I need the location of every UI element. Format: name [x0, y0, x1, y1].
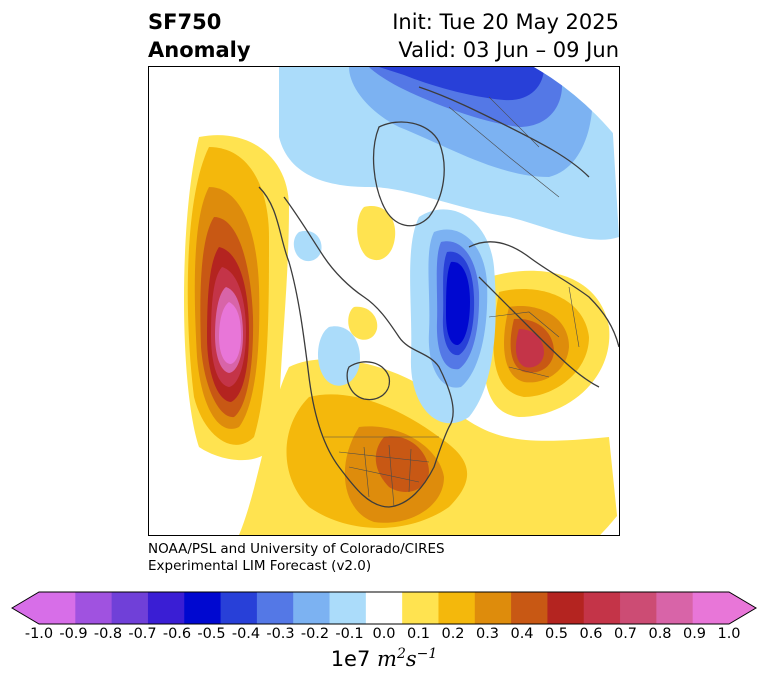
colorbar-tick-label: -0.6: [162, 626, 192, 642]
colorbar-tick-label: 0.9: [682, 626, 707, 642]
colorbar-swatch: [39, 592, 76, 624]
colorbar-tick-label: 0.6: [579, 626, 603, 642]
variable-title: SF750: [148, 10, 222, 34]
siberia-coast: [418, 86, 590, 178]
credit-block: NOAA/PSL and University of Colorado/CIRE…: [148, 541, 445, 575]
positive-anomaly-canada: [348, 306, 378, 340]
colorbar-tick-label: -1.0: [24, 626, 54, 642]
colorbar-tick-label: 0.3: [475, 626, 500, 642]
credit-line-1: NOAA/PSL and University of Colorado/CIRE…: [148, 541, 445, 557]
colorbar-swatch: [474, 592, 512, 624]
colorbar-swatch: [692, 592, 730, 624]
colorbar-swatch: [620, 592, 657, 624]
colorbar-tick-label: 1.0: [717, 626, 741, 642]
greenland-coast: [372, 121, 445, 227]
title-block: SF750 Anomaly: [148, 8, 251, 64]
colorbar-tick-labels: -1.0 -0.9 -0.8 -0.7 -0.6 -0.5 -0.4 -0.3 -0.2 -0.1…: [0, 626, 768, 646]
colorbar-swatch: [656, 592, 694, 624]
colorbar-tick-label: 0.2: [441, 626, 465, 642]
units-s-exp: −1: [416, 646, 438, 662]
colorbar-tick-label: -0.1: [335, 626, 364, 642]
units-s: s: [405, 647, 417, 671]
eurasia-coast: [468, 241, 619, 388]
colorbar-right-extension: [729, 592, 756, 624]
colorbar-tick-label: -0.5: [197, 626, 226, 642]
colorbar-left-extension: [12, 592, 39, 624]
anomaly-subtitle: Anomaly: [148, 38, 251, 62]
colorbar-swatch: [365, 592, 403, 624]
colorbar-tick-label: 0.8: [648, 626, 672, 642]
units-base: 1e7: [330, 647, 371, 671]
date-block: Init: Tue 20 May 2025 Valid: 03 Jun – 09…: [392, 8, 619, 64]
colorbar-swatch: [583, 592, 621, 624]
colorbar-swatch: [111, 592, 149, 624]
colorbar-tick-label: -0.8: [93, 626, 123, 642]
negative-anomaly-atlantic-5: [446, 261, 470, 346]
colorbar-swatch: [220, 592, 258, 624]
europe-borders: [488, 286, 580, 378]
contour-fills: [184, 67, 619, 535]
coastlines: [258, 86, 619, 508]
colorbar-swatch: [402, 592, 439, 624]
colorbar-swatch: [75, 592, 113, 624]
colorbar-tick-label: 0.1: [406, 626, 431, 642]
colorbar-swatches: [39, 592, 730, 624]
colorbar-tick-label: 0.5: [544, 626, 569, 642]
asia-borders: [448, 96, 560, 198]
valid-range: Valid: 03 Jun – 09 Jun: [398, 38, 619, 62]
political-borders: [324, 96, 580, 508]
positive-anomaly-europe-5: [515, 329, 544, 368]
map-canvas: [184, 67, 619, 535]
colorbar-units: 1e7 m2s−1: [0, 646, 768, 671]
negative-anomaly-canada: [317, 326, 360, 386]
colorbar-tick-label: 0.7: [613, 626, 638, 642]
credit-line-2: Experimental LIM Forecast (v2.0): [148, 558, 372, 574]
units-m: m: [377, 647, 397, 671]
colorbar-tick-label: -0.3: [266, 626, 295, 642]
colorbar-tick-label: -0.2: [300, 626, 330, 642]
colorbar-tick-label: 0.4: [510, 626, 534, 642]
positive-anomaly-south-4: [375, 436, 429, 492]
colorbar-tick-label: -0.7: [128, 626, 157, 642]
colorbar-swatch: [329, 592, 367, 624]
colorbar-swatch: [256, 592, 294, 624]
colorbar-swatch: [293, 592, 331, 624]
colorbar-swatch: [511, 592, 548, 624]
colorbar-swatch: [438, 592, 476, 624]
positive-anomaly-pacific-8: [219, 302, 241, 364]
positive-anomaly-arctic: [357, 206, 396, 261]
north-america-coast: [258, 186, 454, 508]
colorbar-tick-label: 0.0: [372, 626, 396, 642]
hudson-bay: [346, 361, 391, 401]
units-m-exp: 2: [396, 646, 406, 662]
negative-anomaly-alaska: [293, 230, 322, 262]
colorbar-outline: [11, 591, 757, 625]
init-date: Init: Tue 20 May 2025: [392, 10, 619, 34]
anomaly-map: [148, 66, 620, 536]
colorbar-swatch: [184, 592, 222, 624]
colorbar-swatch: [547, 592, 585, 624]
negative-anomaly-north-4: [379, 67, 544, 101]
colorbar: [11, 591, 757, 625]
us-state-borders: [338, 444, 430, 508]
colorbar-tick-label: -0.4: [231, 626, 261, 642]
colorbar-tick-label: -0.9: [59, 626, 88, 642]
colorbar-swatch: [147, 592, 185, 624]
